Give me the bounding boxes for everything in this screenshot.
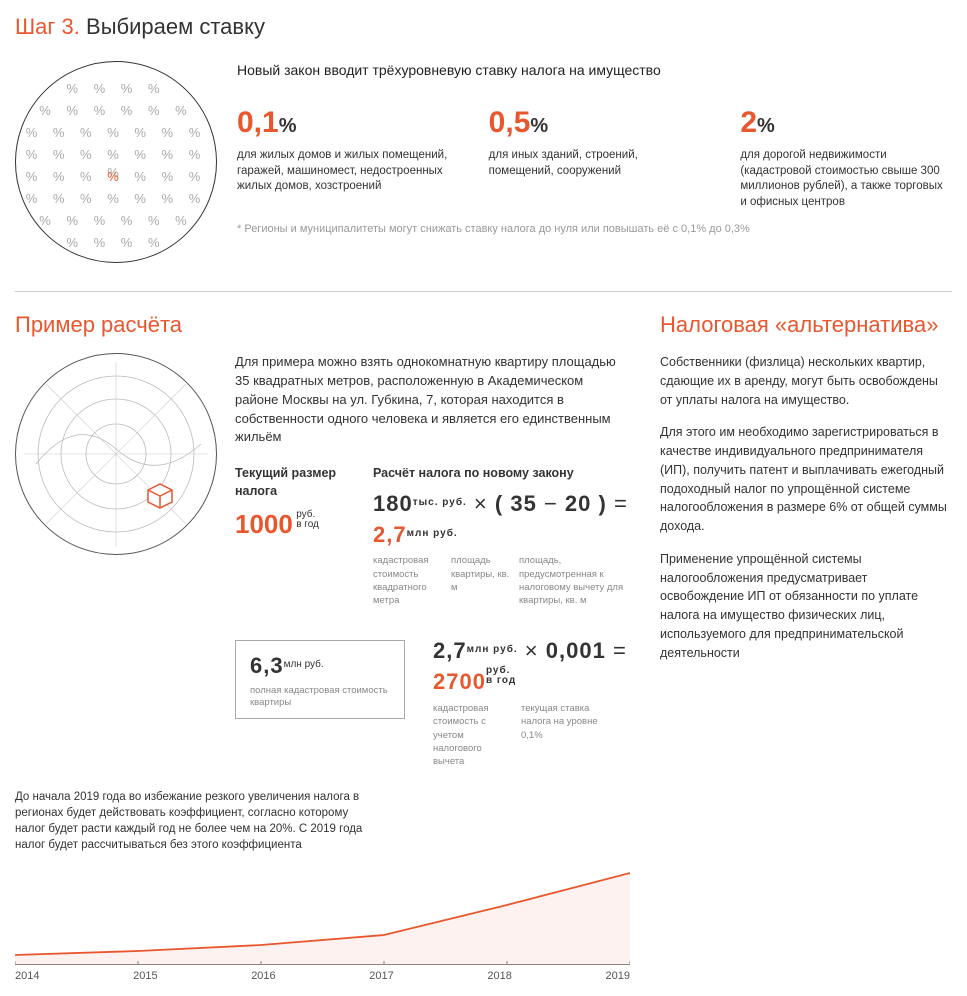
f2-lab-b: текущая ставка налога на уровне 0,1% <box>521 702 611 768</box>
f2-lab-a: кадастровая стоимость с учетом налоговог… <box>433 702 513 768</box>
step-title: Выбираем ставку <box>86 14 265 39</box>
chart-years: 2014 2015 2016 2017 2018 2019 <box>15 969 630 984</box>
f2-r: 2700 <box>433 669 486 694</box>
alt-p2: Для этого им необходимо зарегистрировать… <box>660 423 952 536</box>
example-text: Для примера можно взять однокомнатную кв… <box>235 353 630 447</box>
rate-pct: % <box>279 115 297 137</box>
growth-chart <box>15 865 630 965</box>
cadastre-box: 6,3млн руб. полная кадастровая стоимость… <box>235 640 405 720</box>
alt-text: Собственники (физлица) нескольких кварти… <box>660 353 952 662</box>
year-label: 2019 <box>605 969 629 984</box>
year-label: 2015 <box>133 969 157 984</box>
box-lab: полная кадастровая стоимость квартиры <box>250 685 390 708</box>
year-label: 2016 <box>251 969 275 984</box>
divider <box>15 291 952 292</box>
f1-lab-b: площадь квартиры, кв. м <box>451 554 511 607</box>
rates-row: 0,1% для жилых домов и жилых помещений, … <box>237 102 952 210</box>
current-tax-value: 1000 <box>235 509 293 539</box>
new-tax-label: Расчёт налога по новому закону <box>373 465 630 483</box>
growth-note: До начала 2019 года во избежание резкого… <box>15 789 375 853</box>
alt-heading: Налоговая «альтернатива» <box>660 312 952 337</box>
rate-block-0: 0,1% для жилых домов и жилых помещений, … <box>237 102 449 210</box>
f1-lab-c: площадь, предусмотренная к налоговому вы… <box>519 554 629 607</box>
unit: млн руб. <box>467 645 518 655</box>
f1-c: 20 <box>565 491 591 516</box>
year-label: 2018 <box>487 969 511 984</box>
current-tax-block: Текущий размер налога 1000 руб.в год <box>235 465 345 607</box>
rate-pct: % <box>757 115 775 137</box>
example-heading: Пример расчёта <box>15 312 630 337</box>
unit: млн руб. <box>407 529 458 539</box>
rate-value: 0,1 <box>237 106 279 139</box>
rate-value: 2 <box>740 106 757 139</box>
formula-1: 180тыс. руб. × ( 35 − 20 ) = 2,7млн руб. <box>373 489 630 551</box>
f1-a: 180 <box>373 491 413 516</box>
unit: млн руб. <box>284 660 324 670</box>
rate-block-1: 0,5% для иных зданий, строений, помещени… <box>489 102 701 210</box>
formula-2: 2,7млн руб. × 0,001 = 2700руб.в год <box>433 636 630 699</box>
rate-desc: для дорогой недвижимости (кадастровой ст… <box>740 148 952 210</box>
rate-desc: для иных зданий, строений, помещений, со… <box>489 148 701 179</box>
rate-pct: % <box>530 115 548 137</box>
rates-footnote: * Регионы и муниципалитеты могут снижать… <box>237 222 952 237</box>
current-tax-label: Текущий размер налога <box>235 465 345 500</box>
rate-desc: для жилых домов и жилых помещений, гараж… <box>237 148 449 195</box>
unit: в год <box>296 519 319 530</box>
year-label: 2014 <box>15 969 39 984</box>
alt-p3: Применение упрощённой системы налогообло… <box>660 550 952 663</box>
f1-b: 35 <box>510 491 536 516</box>
f2-a: 2,7 <box>433 638 467 663</box>
f1-r: 2,7 <box>373 522 407 547</box>
unit: тыс. руб. <box>413 498 467 508</box>
f1-lab-a: кадастровая стоимость квадратного метра <box>373 554 443 607</box>
year-label: 2017 <box>369 969 393 984</box>
rate-block-2: 2% для дорогой недвижимости (кадастровой… <box>740 102 952 210</box>
alt-p1: Собственники (физлица) нескольких кварти… <box>660 353 952 409</box>
step-number: Шаг 3. <box>15 14 80 39</box>
map-circle-icon <box>15 353 217 555</box>
box-val: 6,3 <box>250 653 284 678</box>
intro-text: Новый закон вводит трёхуровневую ставку … <box>237 61 952 81</box>
f2-b: 0,001 <box>546 638 606 663</box>
step-header: Шаг 3. Выбираем ставку <box>15 12 952 43</box>
unit: в год <box>486 675 516 686</box>
percent-circle-icon: % % % % % % % % % % % % % % % % % % % % … <box>15 61 217 263</box>
rate-value: 0,5 <box>489 106 531 139</box>
new-tax-block: Расчёт налога по новому закону 180тыс. р… <box>373 465 630 607</box>
